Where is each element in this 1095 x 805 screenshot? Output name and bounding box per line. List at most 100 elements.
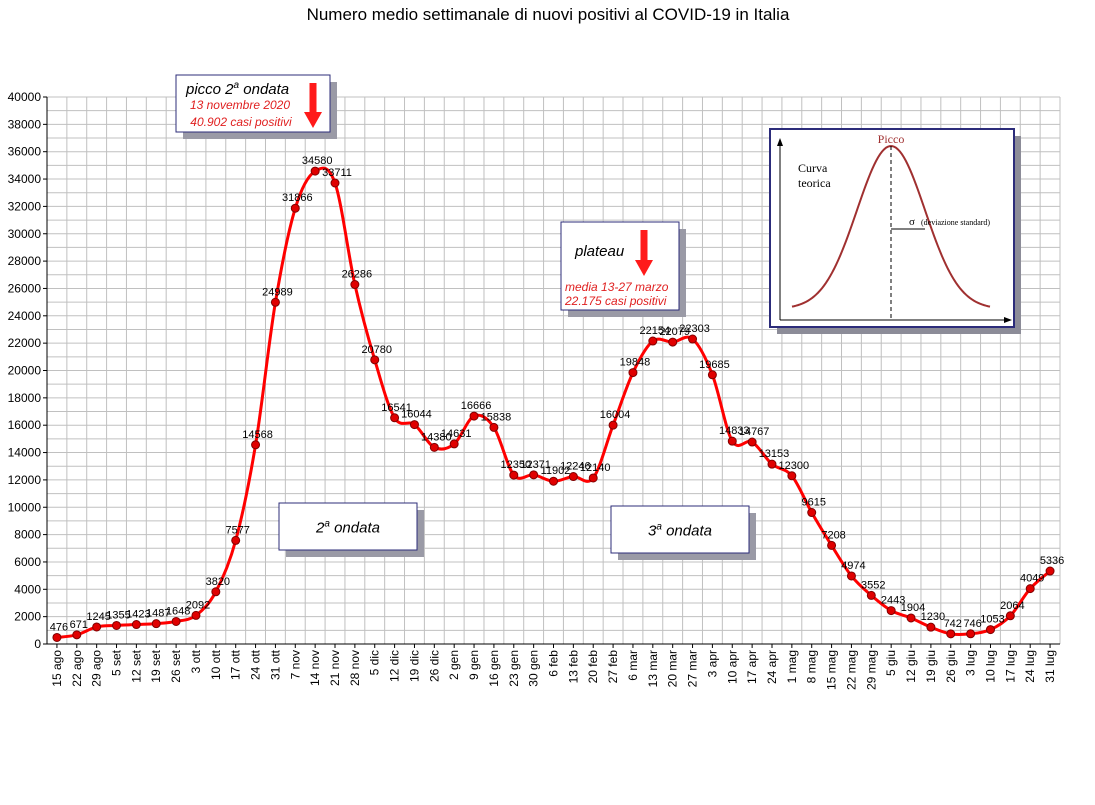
x-tick-label: 15 ago	[50, 650, 64, 687]
x-tick-label: 12 dic	[388, 650, 402, 682]
x-tick-label: 7 nov	[288, 650, 302, 679]
data-point	[211, 587, 221, 597]
inset-curve-label-1: Curva	[798, 161, 828, 175]
data-point	[846, 571, 856, 581]
data-point	[509, 470, 519, 480]
data-label: 12140	[580, 462, 611, 474]
data-point	[270, 297, 280, 307]
data-point	[330, 178, 340, 188]
x-tick-label: 20 mar	[666, 650, 680, 687]
peak-arrow-head	[304, 112, 322, 128]
data-label: 16004	[600, 409, 631, 421]
data-point	[628, 368, 638, 378]
peak-arrow-shaft	[309, 83, 317, 114]
data-point	[688, 334, 698, 344]
plateau-arrow-shaft	[640, 230, 648, 262]
data-label: 4974	[841, 560, 865, 572]
wave3-box: 3a ondata	[610, 505, 756, 560]
x-tick-label: 16 gen	[487, 650, 501, 687]
x-tick-label: 5 dic	[368, 650, 382, 675]
data-label: 26286	[342, 269, 373, 281]
data-point	[608, 420, 618, 430]
x-tick-label: 28 nov	[348, 650, 362, 686]
data-label: 16541	[381, 402, 412, 414]
x-tick-label: 2 gen	[447, 650, 461, 680]
x-tick-label: 22 mag	[844, 650, 858, 690]
data-point	[966, 629, 976, 639]
y-tick-label: 20000	[8, 364, 42, 378]
peak-callout-frame	[175, 74, 331, 133]
x-tick-label: 27 feb	[606, 650, 620, 684]
y-tick-label: 8000	[14, 528, 41, 542]
data-point	[707, 370, 717, 380]
data-point	[151, 619, 161, 629]
data-point	[588, 473, 598, 483]
data-label: 9615	[801, 497, 825, 509]
wave3-box-frame	[610, 505, 750, 554]
data-point	[52, 632, 62, 642]
data-point	[290, 203, 300, 213]
inset-x-arrow	[1004, 317, 1012, 323]
data-point	[390, 413, 400, 423]
data-point	[489, 422, 499, 432]
data-point	[747, 437, 757, 447]
x-tick-label: 17 lug	[1003, 650, 1017, 683]
x-tick-label: 10 apr	[725, 650, 739, 684]
data-point	[767, 459, 777, 469]
data-point	[648, 336, 658, 346]
data-label: 476	[50, 621, 68, 633]
data-label: 1423	[126, 609, 150, 621]
data-point	[429, 442, 439, 452]
data-point	[787, 471, 797, 481]
data-label: 14833	[719, 425, 750, 437]
data-label: 746	[963, 618, 981, 630]
data-label: 11902	[541, 465, 571, 477]
data-label: 14631	[441, 428, 472, 440]
data-label: 1230	[921, 611, 945, 623]
plateau-callout-line1: media 13-27 marzo	[565, 280, 669, 294]
data-point	[191, 610, 201, 620]
data-label: 20780	[361, 344, 392, 356]
x-tick-label: 6 mar	[626, 650, 640, 681]
y-tick-label: 12000	[8, 473, 42, 487]
data-label: 22303	[679, 323, 710, 335]
data-label: 1487	[146, 608, 170, 620]
y-tick-label: 34000	[8, 172, 42, 186]
data-label: 2443	[881, 595, 905, 607]
data-label: 742	[944, 618, 962, 630]
data-point	[231, 535, 241, 545]
plateau-arrow-head	[635, 260, 653, 276]
data-label: 2064	[1000, 600, 1024, 612]
data-label: 22079	[659, 326, 690, 338]
data-label: 12300	[779, 460, 810, 472]
peak-callout-title: picco 2a ondata	[185, 80, 289, 98]
data-point	[72, 630, 82, 640]
x-tick-label: 31 lug	[1043, 650, 1057, 683]
x-tick-label: 12 set	[129, 649, 143, 682]
data-point	[668, 337, 678, 347]
data-point	[827, 540, 837, 550]
x-tick-label: 21 nov	[328, 650, 342, 686]
x-tick-label: 3 lug	[964, 650, 978, 676]
data-label: 24989	[262, 286, 293, 298]
chart-title: Numero medio settimanale di nuovi positi…	[307, 5, 790, 24]
x-tick-label: 8 mag	[805, 650, 819, 683]
x-tick-label: 15 mag	[825, 650, 839, 690]
data-point	[350, 280, 360, 290]
wave2-box: 2a ondata	[278, 502, 424, 557]
data-label: 3820	[206, 576, 230, 588]
data-point	[727, 436, 737, 446]
data-point	[568, 472, 578, 482]
x-tick-label: 29 mag	[864, 650, 878, 690]
data-label: 16666	[461, 400, 492, 412]
inset-peak-label: Picco	[878, 132, 905, 146]
x-tick-label: 1 mag	[785, 650, 799, 683]
y-tick-label: 24000	[8, 309, 42, 323]
x-tick-label: 19 giu	[924, 650, 938, 683]
x-tick-label: 22 ago	[70, 650, 84, 687]
peak-callout-value: 40.902 casi positivi	[190, 115, 292, 129]
data-label: 671	[70, 619, 88, 631]
data-point	[310, 166, 320, 176]
data-point	[866, 590, 876, 600]
